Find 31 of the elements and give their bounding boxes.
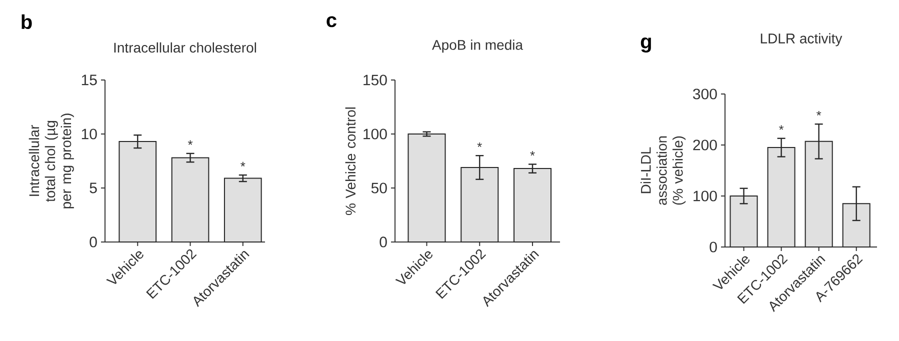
y-axis-title: DiI-LDL association (% vehicle)	[640, 136, 686, 205]
y-tick-label: 100	[694, 190, 717, 202]
bar	[171, 157, 210, 242]
y-tick-label: 50	[371, 182, 387, 194]
chart-title: Intracellular cholesterol	[114, 42, 256, 53]
y-tick-label: 0	[380, 236, 387, 248]
y-tick-label: 10	[82, 128, 97, 140]
y-tick-label: 15	[82, 74, 97, 86]
text: b	[22, 14, 32, 30]
chart-title: LDLR activity	[760, 33, 842, 46]
y-tick-label: 200	[693, 140, 717, 150]
annotation: *	[240, 162, 246, 166]
y-tick-label: 5	[90, 182, 97, 194]
bar	[408, 134, 446, 242]
annotation: *	[778, 125, 784, 130]
y-tick-label: 0	[90, 236, 97, 248]
y-tick-label: 100	[364, 128, 387, 140]
text: c	[326, 16, 336, 28]
bar	[224, 178, 262, 242]
y-tick-label: 300	[693, 88, 717, 100]
y-axis-title: Intracellular total chol (µg per mg protein)	[28, 114, 74, 208]
annotation: *	[477, 142, 482, 148]
y-axis-title: % Vehicle control	[345, 107, 356, 215]
bar	[514, 168, 552, 242]
annotation: *	[816, 110, 822, 116]
y-tick-label: 150	[364, 74, 387, 86]
annotation: *	[188, 140, 193, 145]
y-tick-label: 0	[710, 242, 717, 252]
text: g	[640, 38, 651, 53]
chart-title: ApoB in media	[432, 40, 524, 53]
annotation: *	[530, 151, 535, 156]
